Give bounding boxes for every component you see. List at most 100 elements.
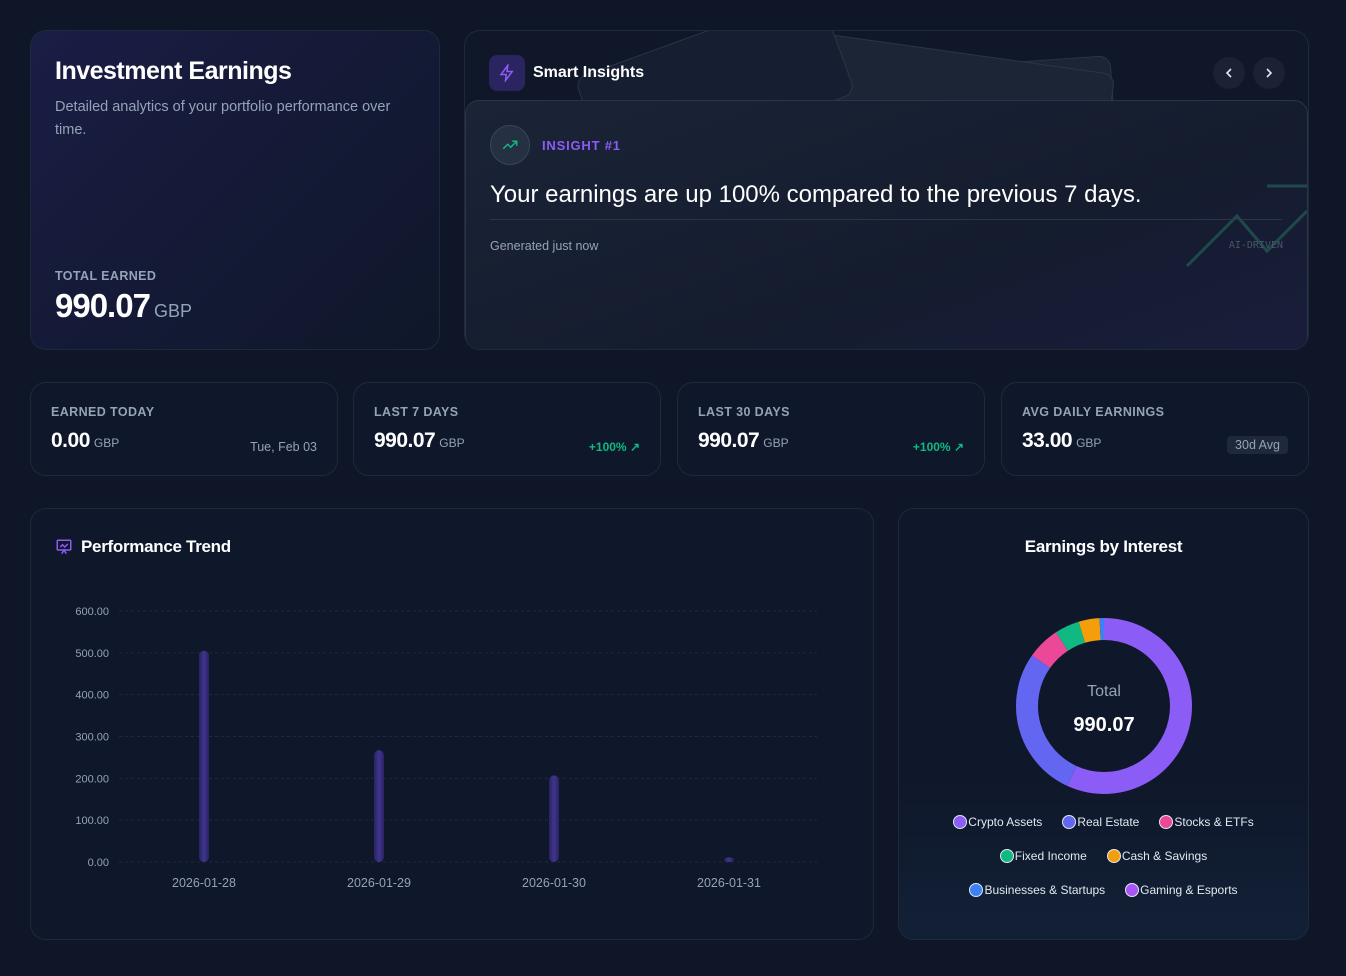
legend-dot <box>1062 815 1077 829</box>
trending-up-icon <box>490 125 530 165</box>
avg-badge: 30d Avg <box>1227 436 1288 454</box>
donut-slice[interactable] <box>1067 618 1192 794</box>
stat-label: LAST 7 DAYS <box>374 405 459 419</box>
legend-dot <box>1125 883 1140 897</box>
insight-label: INSIGHT #1 <box>542 138 621 153</box>
chevron-right-icon <box>1266 68 1273 78</box>
insights-title: Smart Insights <box>533 64 645 81</box>
stat-label: EARNED TODAY <box>51 405 155 419</box>
stat-last-7-days: LAST 7 DAYS 990.07 GBP +100% ↗ <box>353 382 661 476</box>
prev-insight-button[interactable] <box>1213 57 1245 89</box>
stat-earned-today: EARNED TODAY 0.00 GBP Tue, Feb 03 <box>30 382 338 476</box>
smart-insights-card: Smart Insights INSIGHT #1 Your earnings … <box>464 30 1309 350</box>
legend-label: Fixed Income <box>1014 849 1087 863</box>
x-tick-label: 2026-01-30 <box>522 876 586 890</box>
currency: GBP <box>763 436 789 450</box>
bar[interactable] <box>549 775 559 862</box>
legend-item[interactable]: Cash & Savings <box>1106 849 1208 863</box>
legend-item[interactable]: Stocks & ETFs <box>1159 815 1254 829</box>
donut-slice[interactable] <box>1016 655 1077 786</box>
bolt-icon <box>489 55 525 91</box>
y-tick-label: 600.00 <box>75 606 109 618</box>
total-earned-label: TOTAL EARNED <box>55 269 157 283</box>
currency: GBP <box>153 301 192 321</box>
trend-decoration <box>1185 184 1307 268</box>
presentation-chart-icon <box>56 539 72 555</box>
legend-dot <box>1106 849 1121 863</box>
generated-time: Generated just now <box>490 239 599 253</box>
chevron-left-icon <box>1225 68 1232 78</box>
legend-dot <box>999 849 1014 863</box>
bar[interactable] <box>199 650 209 862</box>
ai-driven-tag: AI-DRIVEN <box>1228 240 1283 251</box>
donut-slice[interactable] <box>1078 618 1101 643</box>
donut-chart: Total 990.07 <box>1016 617 1192 794</box>
change-value: +100% <box>912 440 951 454</box>
stat-value: 33.00 GBP <box>1022 429 1101 453</box>
legend-label: Stocks & ETFs <box>1174 815 1254 829</box>
legend-label: Cash & Savings <box>1121 849 1208 863</box>
y-tick-label: 400.00 <box>75 690 109 702</box>
stat-avg-daily: AVG DAILY EARNINGS 33.00 GBP 30d Avg <box>1001 382 1309 476</box>
donut-slice[interactable] <box>1055 621 1086 651</box>
currency: GBP <box>439 436 465 450</box>
x-tick-label: 2026-01-28 <box>172 876 236 890</box>
legend-label: Real Estate <box>1077 815 1140 829</box>
legend-label: Businesses & Startups <box>984 883 1106 897</box>
currency: GBP <box>93 436 120 450</box>
donut-center-value: 990.07 <box>1073 714 1134 736</box>
total-value: 990.07 <box>55 287 151 324</box>
total-earned-value: 990.07 GBP <box>55 287 192 325</box>
legend-item[interactable]: Gaming & Esports <box>1125 883 1238 897</box>
trending-up-icon: ↗ <box>953 440 964 454</box>
stat-value: 0.00 GBP <box>51 429 119 453</box>
earnings-by-interest-card: Earnings by Interest Total 990.07 Crypto… <box>898 508 1309 940</box>
next-insight-button[interactable] <box>1253 57 1285 89</box>
stat-date: Tue, Feb 03 <box>250 440 317 454</box>
performance-bar-chart: 0.00 100.00 200.00 300.00 400.00 500.00 600.00… <box>75 606 817 890</box>
insight-text: Your earnings are up 100% compared to th… <box>490 181 1282 220</box>
stat-change: +100% ↗ <box>589 440 640 454</box>
donut-center-label: Total <box>1087 683 1121 700</box>
y-tick-label: 0.00 <box>88 857 109 869</box>
insight-card: INSIGHT #1 Your earnings are up 100% com… <box>465 100 1308 349</box>
legend-item[interactable]: Fixed Income <box>999 849 1087 863</box>
trending-up-icon: ↗ <box>629 440 640 454</box>
change-value: +100% <box>588 440 627 454</box>
hero-card: Investment Earnings Detailed analytics o… <box>30 30 440 350</box>
donut-title: Earnings by Interest <box>1024 537 1183 556</box>
legend-label: Gaming & Esports <box>1140 883 1238 897</box>
currency: GBP <box>1076 436 1102 450</box>
value: 0.00 <box>51 429 90 452</box>
y-tick-label: 100.00 <box>75 815 109 827</box>
stat-label: LAST 30 DAYS <box>698 405 790 419</box>
legend-dot <box>953 815 968 829</box>
stat-value: 990.07 GBP <box>698 429 789 453</box>
stat-last-30-days: LAST 30 DAYS 990.07 GBP +100% ↗ <box>677 382 985 476</box>
legend-item[interactable]: Crypto Assets <box>953 815 1042 829</box>
legend-dot <box>969 883 984 897</box>
donut-slice[interactable] <box>1031 632 1069 669</box>
donut-legend: Crypto Assets Real Estate Stocks & ETFs Fix… <box>919 815 1288 897</box>
bar[interactable] <box>724 857 734 862</box>
performance-title: Performance Trend <box>81 537 231 556</box>
value: 990.07 <box>698 429 760 452</box>
performance-trend-card: 0.00 100.00 200.00 300.00 400.00 500.00 600.00… <box>30 508 874 940</box>
legend-label: Crypto Assets <box>968 815 1043 829</box>
legend-item[interactable]: Businesses & Startups <box>969 883 1105 897</box>
y-tick-label: 300.00 <box>75 732 109 744</box>
y-tick-label: 200.00 <box>75 773 109 785</box>
stat-change: +100% ↗ <box>913 440 964 454</box>
value: 33.00 <box>1022 429 1073 452</box>
bar[interactable] <box>374 750 384 862</box>
stat-label: AVG DAILY EARNINGS <box>1022 405 1165 419</box>
y-tick-label: 500.00 <box>75 648 109 660</box>
x-tick-label: 2026-01-31 <box>697 876 761 890</box>
stat-value: 990.07 GBP <box>374 429 465 453</box>
x-tick-label: 2026-01-29 <box>347 876 411 890</box>
page-subtitle: Detailed analytics of your portfolio per… <box>55 99 391 138</box>
value: 990.07 <box>374 429 436 452</box>
page-title: Investment Earnings <box>55 57 292 85</box>
legend-dot <box>1159 815 1174 829</box>
legend-item[interactable]: Real Estate <box>1062 815 1139 829</box>
